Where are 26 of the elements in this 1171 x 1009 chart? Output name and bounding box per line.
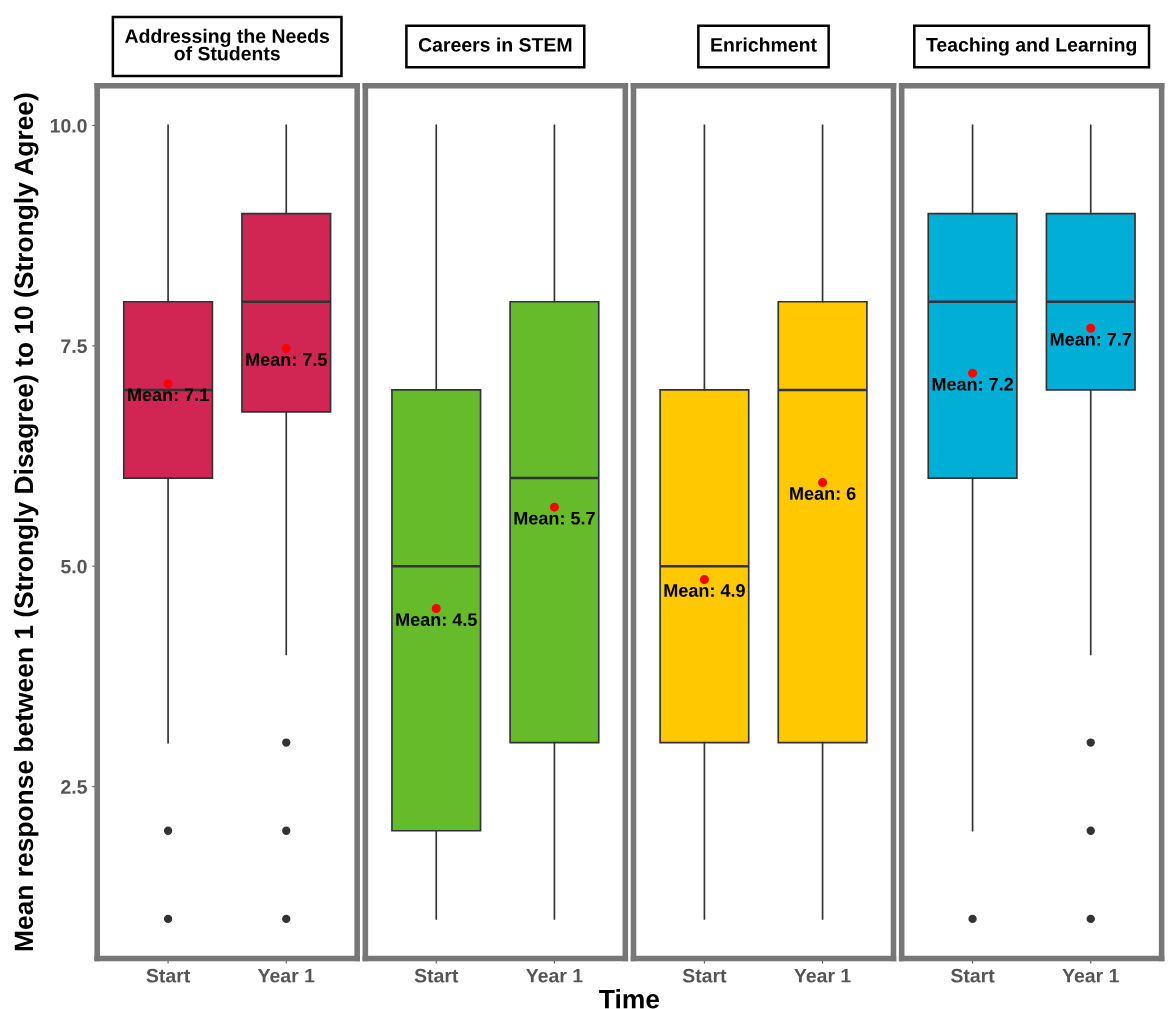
x-tick-label: Start [950, 968, 995, 983]
annotation: Mean: 7.2 [932, 377, 1013, 391]
y-tick-label: 10.0 [50, 118, 87, 133]
y-tick-label: 2.5 [61, 780, 87, 794]
annotation: Mean: 4.9 [664, 584, 745, 597]
annotation: Mean: 4.5 [396, 613, 477, 626]
chart-title: Careers in STEM [418, 37, 572, 52]
y-tick-label: 5.0 [61, 559, 87, 574]
chart-title: Enrichment [711, 37, 817, 52]
annotation: Mean: 6 [790, 487, 856, 500]
x-tick-label: Year 1 [1062, 968, 1119, 983]
x-tick-label: Start [414, 968, 459, 983]
y-axis-title: Mean response between 1 (Strongly Disagree) to 10 (Strongly Agree) [13, 93, 39, 951]
chart-title: Teaching and Learning [926, 37, 1137, 56]
x-tick-label: Start [682, 968, 727, 983]
annotation: Mean: 7.5 [246, 353, 327, 366]
x-tick-label: Year 1 [257, 968, 315, 983]
y-tick-label: 7.5 [61, 339, 87, 354]
annotation: Mean: 7.7 [1050, 333, 1132, 346]
annotation: Mean: 5.7 [514, 512, 595, 525]
x-axis-title: Time [599, 989, 660, 1009]
chart-title: Addressing the Needs of Students [125, 28, 330, 61]
x-tick-label: Year 1 [526, 968, 583, 983]
annotation: Mean: 7.1 [128, 388, 209, 402]
x-tick-label: Start [146, 968, 190, 983]
x-tick-label: Year 1 [794, 968, 851, 983]
